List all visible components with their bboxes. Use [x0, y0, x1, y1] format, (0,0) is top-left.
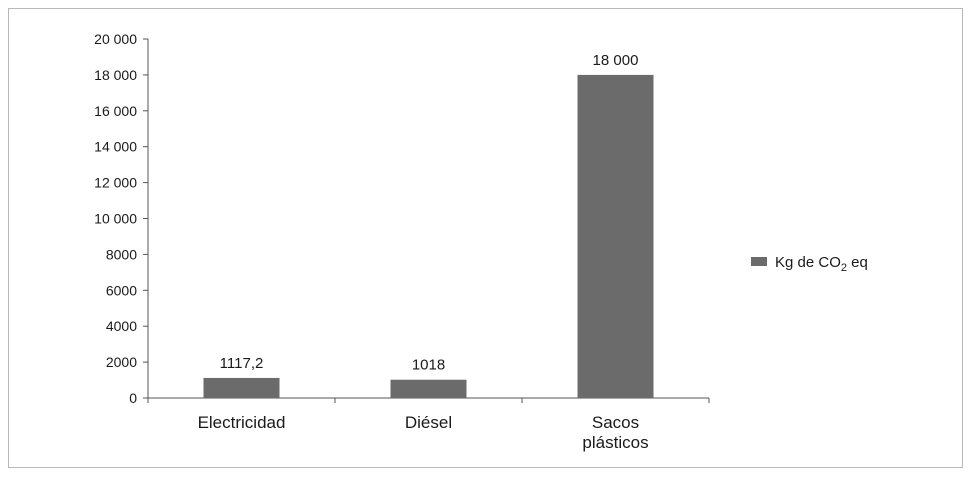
data-label: 1117,2 — [220, 355, 264, 372]
y-tick-label: 4000 — [106, 318, 137, 334]
data-label: 1018 — [412, 357, 445, 374]
bar-chart: 0 2000 4000 6000 8000 10 000 12 000 14 000 16 00… — [94, 31, 868, 452]
data-label: 18 000 — [593, 52, 639, 69]
x-category-label: plásticos — [582, 433, 648, 452]
x-category-label: Electricidad — [198, 413, 286, 432]
x-category-label: Diésel — [405, 413, 452, 432]
legend-label-tail: eq — [847, 254, 868, 271]
chart-frame: 0 2000 4000 6000 8000 10 000 12 000 14 000 16 00… — [8, 8, 963, 468]
chart-bars — [203, 74, 654, 399]
chart-axes: 0 2000 4000 6000 8000 10 000 12 000 14 000 16 00… — [94, 31, 710, 406]
bar-2 — [390, 379, 467, 398]
bar-1 — [203, 377, 280, 398]
x-category-label: Sacos — [592, 413, 639, 432]
y-tick-label: 18 000 — [94, 67, 137, 83]
y-tick-label: 14 000 — [94, 139, 137, 155]
y-tick-label: 0 — [129, 390, 137, 406]
legend-label-subscript: 2 — [841, 262, 847, 274]
legend-label-main: Kg de CO — [775, 254, 841, 271]
y-tick-label: 10 000 — [94, 211, 137, 227]
y-tick-label: 8000 — [106, 246, 137, 262]
legend-swatch — [751, 257, 767, 266]
y-tick-label: 20 000 — [94, 31, 137, 47]
y-tick-label: 16 000 — [94, 103, 137, 119]
legend-label: Kg de CO2 eq — [775, 254, 868, 274]
y-tick-label: 6000 — [106, 282, 137, 298]
chart-labels: 1117,2 Electricidad 1018 Diésel 18 000 Sacosp… — [198, 52, 649, 452]
bar-3 — [577, 74, 654, 399]
y-tick-label: 2000 — [106, 354, 137, 370]
chart-legend: Kg de CO2 eq — [751, 254, 868, 274]
y-tick-label: 12 000 — [94, 175, 137, 191]
